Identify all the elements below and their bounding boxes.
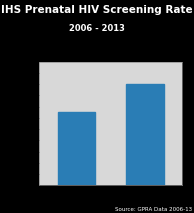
Text: IHS Prenatal HIV Screening Rate: IHS Prenatal HIV Screening Rate [1,5,193,15]
Bar [126,84,164,185]
Y-axis label: Percent: Percent [4,102,14,145]
Text: Source: GPRA Data 2006-13: Source: GPRA Data 2006-13 [115,207,192,212]
Text: 2006 - 2013: 2006 - 2013 [69,24,125,33]
Bar [58,112,95,185]
X-axis label: YEAR: YEAR [96,206,125,213]
